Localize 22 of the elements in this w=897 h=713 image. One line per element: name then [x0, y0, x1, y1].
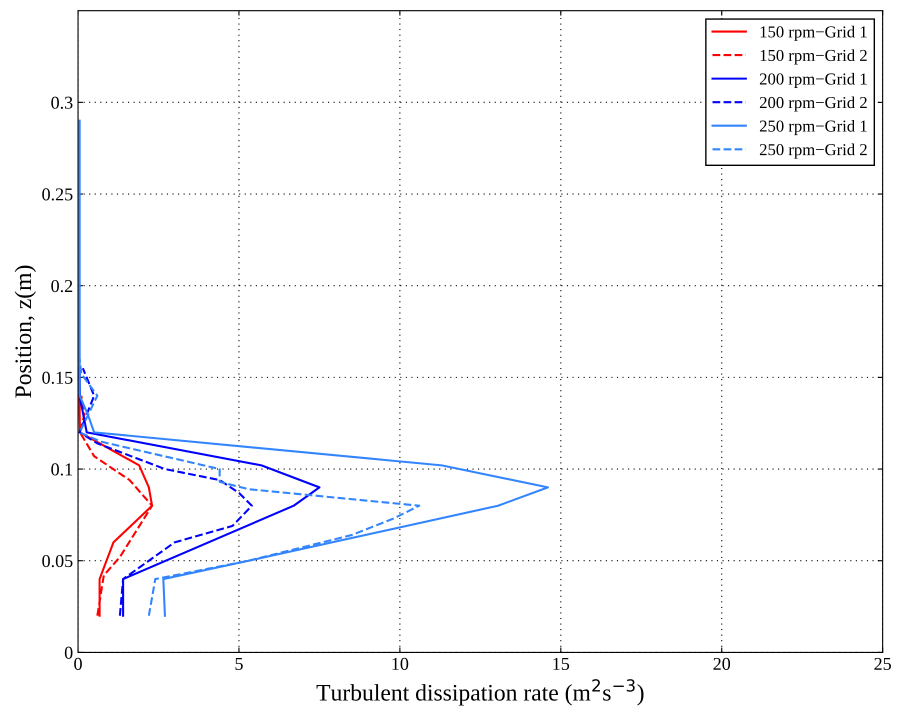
legend-label: 150 rpm−Grid 1 [760, 26, 867, 41]
x-tick-label: 20 [713, 658, 730, 670]
y-tick-label: 0.2 [51, 280, 72, 292]
legend-label: 150 rpm−Grid 2 [760, 49, 867, 64]
y-tick-label: 0.05 [42, 554, 72, 568]
x-tick-label: 5 [235, 658, 243, 670]
x-tick-label: 25 [874, 658, 891, 670]
legend-label: 250 rpm−Grid 2 [760, 144, 867, 159]
legend-label: 200 rpm−Grid 1 [760, 72, 867, 88]
y-tick-label: 0.3 [51, 96, 72, 109]
x-tick-label: 0 [74, 658, 82, 670]
x-tick-label: 15 [553, 658, 570, 670]
legend-label: 250 rpm−Grid 1 [760, 120, 867, 136]
legend-label: 200 rpm−Grid 2 [760, 96, 867, 112]
x-tick-label: 10 [392, 658, 408, 670]
y-axis-title: Position, z(m) [14, 266, 36, 398]
y-tick-label: 0.25 [42, 188, 72, 201]
y-tick-label: 0.1 [51, 463, 72, 476]
y-tick-label: 0.15 [42, 372, 72, 384]
x-axis-title: Turbulent dissipation rate (m$^{2}$s$^{−3}$) [316, 679, 644, 706]
line-series [78, 120, 549, 617]
y-tick-label: 0 [64, 646, 72, 659]
